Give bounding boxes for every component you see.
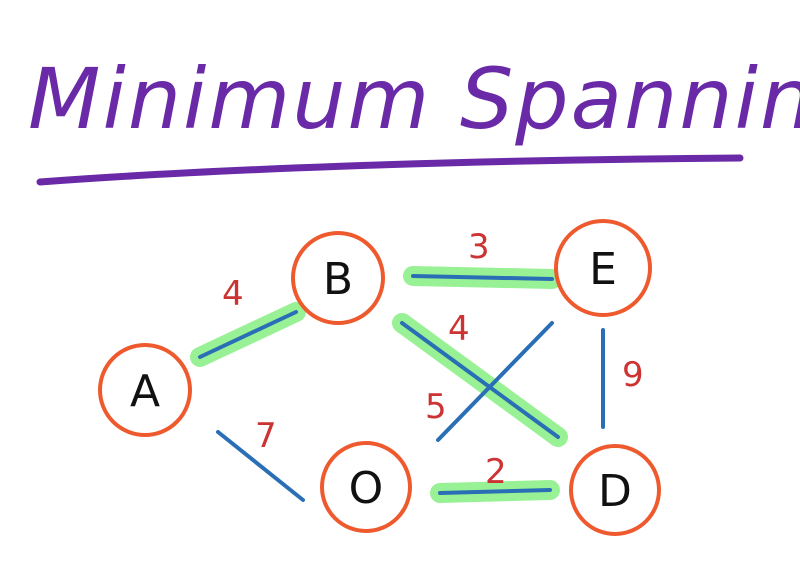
node-label-e: E bbox=[589, 244, 617, 295]
node-o: O bbox=[320, 441, 412, 533]
node-label-o: O bbox=[349, 463, 384, 514]
node-circle-d bbox=[569, 444, 661, 536]
node-e: E bbox=[554, 219, 652, 317]
edge-weight-b-e: 3 bbox=[468, 227, 490, 267]
edge-weight-b-d: 4 bbox=[448, 309, 470, 349]
edge-a-b bbox=[198, 310, 298, 359]
edge-weight-a-b: 4 bbox=[222, 274, 244, 314]
title-underline bbox=[36, 154, 744, 186]
edge-o-e bbox=[436, 321, 554, 442]
edges-layer bbox=[198, 274, 605, 502]
node-d: D bbox=[569, 444, 661, 536]
edge-b-d bbox=[400, 321, 560, 439]
edge-weight-o-d: 2 bbox=[485, 452, 507, 492]
node-a: A bbox=[98, 343, 192, 437]
node-circle-a bbox=[98, 343, 192, 437]
node-label-b: B bbox=[323, 254, 353, 305]
node-circle-b bbox=[291, 231, 385, 325]
edge-weight-e-d: 9 bbox=[622, 355, 644, 395]
nodes-layer: A B E O D bbox=[98, 219, 661, 536]
diagram-title: Minimum Spanning Tree bbox=[28, 50, 800, 148]
edge-b-e bbox=[411, 274, 554, 281]
edge-weight-o-e: 5 bbox=[425, 387, 447, 427]
node-circle-e bbox=[554, 219, 652, 317]
edge-o-d bbox=[438, 488, 552, 495]
node-label-a: A bbox=[130, 366, 160, 417]
edge-weight-a-o: 7 bbox=[255, 416, 277, 456]
node-b: B bbox=[291, 231, 385, 325]
edge-a-o bbox=[216, 430, 305, 502]
node-circle-o bbox=[320, 441, 412, 533]
node-label-d: D bbox=[598, 466, 632, 517]
